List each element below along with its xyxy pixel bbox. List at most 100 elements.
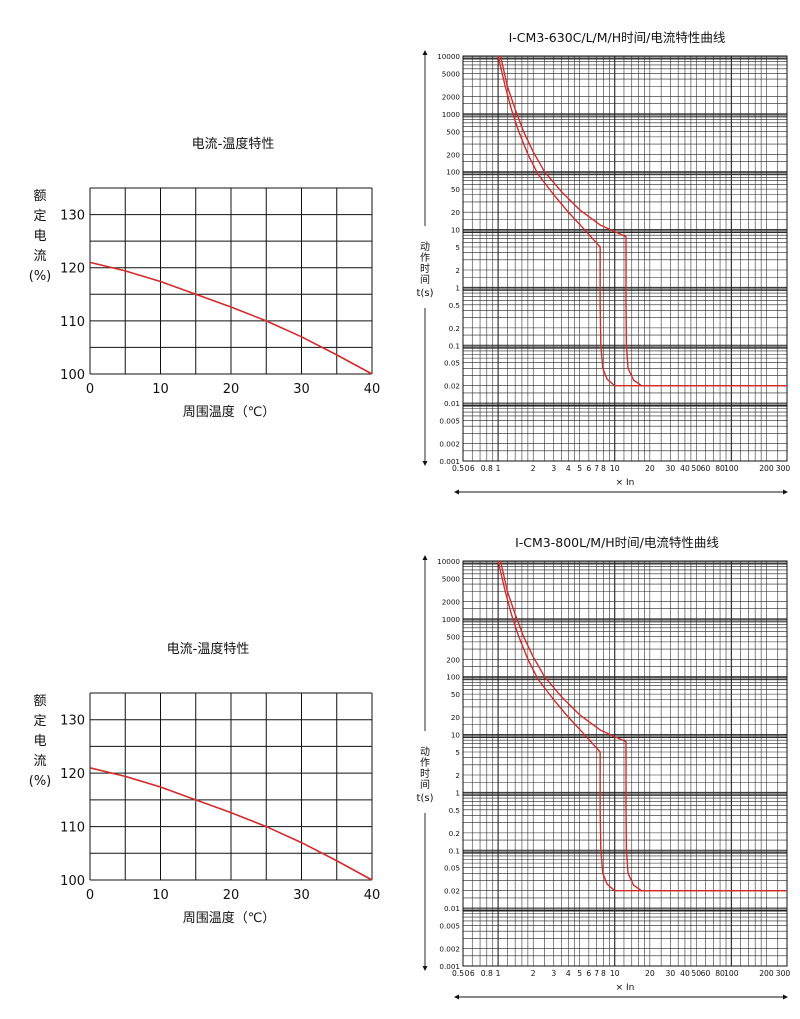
- y-tick-label: 1000: [442, 615, 461, 624]
- x-tick-label: 10: [610, 969, 620, 978]
- x-tick-label: 6: [470, 969, 475, 978]
- trip-curve-line: [497, 55, 787, 387]
- y-tick-label: 0.02: [444, 382, 460, 391]
- x-tick-label: 4: [566, 464, 571, 473]
- trip-curve-line: [497, 560, 787, 892]
- y-tick-label: 0.5: [449, 301, 460, 310]
- x-tick-label: 40: [680, 464, 690, 473]
- x-tick-label: 200: [759, 969, 774, 978]
- x-tick-label: 4: [566, 969, 571, 978]
- x-axis-arrow-left: [454, 994, 459, 1000]
- y-tick-label: 0.001: [439, 457, 460, 466]
- y-axis-label-unit: (%): [29, 269, 52, 284]
- x-axis-label: 周围温度（℃）: [183, 404, 276, 420]
- x-tick-label: 8: [601, 969, 606, 978]
- y-axis-label-char: 定: [33, 714, 46, 729]
- y-tick-label: 100: [446, 673, 460, 682]
- y-tick-label: 50: [451, 690, 461, 699]
- y-tick-label: 0.005: [439, 922, 460, 931]
- y-axis-arrow-top: [422, 555, 428, 560]
- x-tick-label: 10: [610, 464, 620, 473]
- y-axis-label-unit: t(s): [417, 793, 434, 804]
- x-tick-label: 20: [645, 969, 655, 978]
- y-axis-label-char: 电: [33, 229, 46, 244]
- y-tick-label: 20: [451, 713, 461, 722]
- y-tick-label: 0.002: [439, 945, 460, 954]
- y-tick-label: 1: [455, 283, 460, 292]
- y-axis-label-char: 额: [33, 189, 46, 204]
- x-tick-label: 0: [86, 888, 94, 903]
- x-tick-label: 2: [531, 969, 536, 978]
- x-tick-label: 30: [293, 888, 310, 903]
- y-tick-label: 1: [455, 788, 460, 797]
- y-tick-label: 200: [446, 655, 460, 664]
- x-axis-arrow-left: [454, 489, 459, 495]
- x-tick-label: 30: [666, 969, 676, 978]
- x-tick-label: 1: [496, 969, 501, 978]
- y-tick-label: 120: [60, 767, 85, 782]
- x-axis-arrow-right: [783, 994, 788, 1000]
- y-tick-label: 0.2: [449, 324, 460, 333]
- y-tick-label: 0.1: [449, 341, 460, 350]
- x-axis-arrow-right: [783, 489, 788, 495]
- x-tick-label: 0: [86, 382, 94, 397]
- y-tick-label: 120: [60, 262, 85, 277]
- y-axis-arrow-bottom: [422, 966, 428, 971]
- x-tick-label: 1: [496, 464, 501, 473]
- y-tick-label: 0.2: [449, 829, 460, 838]
- y-axis-label-char: 时: [420, 768, 430, 780]
- y-tick-label: 5000: [442, 69, 461, 78]
- y-tick-label: 0.01: [444, 904, 460, 913]
- x-tick-label: 60: [701, 464, 711, 473]
- x-tick-label: 80: [715, 464, 725, 473]
- x-tick-label: 8: [601, 464, 606, 473]
- y-tick-label: 2: [455, 266, 460, 275]
- x-tick-label: 0.8: [481, 969, 493, 978]
- y-tick-label: 100: [446, 168, 460, 177]
- x-tick-label: 10: [152, 382, 169, 397]
- x-tick-label: 20: [645, 464, 655, 473]
- y-tick-label: 110: [60, 821, 85, 836]
- y-tick-label: 0.005: [439, 417, 460, 426]
- y-tick-label: 0.001: [439, 962, 460, 971]
- chart-title: I-CM3-800L/M/H时间/电流特性曲线: [515, 535, 719, 550]
- plot-frame: [462, 55, 788, 462]
- x-tick-label: 40: [364, 888, 381, 903]
- y-tick-label: 10: [451, 731, 461, 740]
- y-axis-label-char: 流: [33, 754, 46, 769]
- y-tick-label: 130: [60, 209, 85, 224]
- x-axis-label: 周围温度（℃）: [183, 910, 276, 926]
- y-tick-label: 5: [455, 748, 460, 757]
- y-tick-label: 2000: [442, 597, 461, 606]
- x-tick-label: 0.5: [452, 464, 464, 473]
- x-tick-label: 50: [691, 464, 701, 473]
- y-tick-label: 130: [60, 714, 85, 729]
- y-tick-label: 0.01: [444, 399, 460, 408]
- trip-curve-line: [499, 560, 787, 892]
- x-tick-label: 300: [776, 464, 791, 473]
- x-tick-label: 300: [776, 969, 791, 978]
- chart-title: 电流-温度特性: [192, 136, 275, 152]
- y-tick-label: 1000: [442, 110, 461, 119]
- x-tick-label: 5: [577, 464, 582, 473]
- y-axis-label-unit: (%): [29, 774, 52, 789]
- x-tick-label: 3: [551, 969, 556, 978]
- x-tick-label: 100: [724, 969, 739, 978]
- x-tick-label: 40: [680, 969, 690, 978]
- y-axis-label-unit: t(s): [417, 288, 434, 299]
- y-axis-arrow-bottom: [422, 461, 428, 466]
- y-axis-label-char: 作: [420, 757, 430, 769]
- y-tick-label: 2000: [442, 92, 461, 101]
- y-tick-label: 2: [455, 771, 460, 780]
- x-axis-label: × In: [616, 478, 635, 488]
- y-axis-label-char: 电: [33, 734, 46, 749]
- series-line: [89, 767, 373, 881]
- x-tick-label: 0.5: [452, 969, 464, 978]
- plot-frame: [462, 560, 788, 967]
- trip-curve-chart-bottom: I-CM3-800L/M/H时间/电流特性曲线10000500020001000…: [417, 535, 791, 1000]
- y-axis-arrow-top: [422, 50, 428, 55]
- y-axis-label-char: 间: [420, 778, 430, 791]
